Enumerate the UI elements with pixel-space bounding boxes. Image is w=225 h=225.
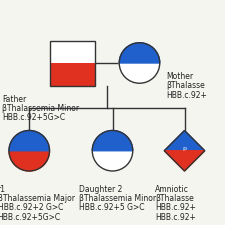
Text: Mother: Mother — [166, 72, 194, 81]
Polygon shape — [119, 63, 160, 83]
Polygon shape — [92, 151, 133, 171]
FancyBboxPatch shape — [50, 63, 94, 86]
Text: HBB.c.92+: HBB.c.92+ — [155, 203, 196, 212]
Text: βThalassemia Major: βThalassemia Major — [0, 194, 75, 203]
Text: p: p — [182, 146, 187, 151]
Text: HBB.c.92+5 G>C: HBB.c.92+5 G>C — [79, 203, 144, 212]
Text: r1: r1 — [0, 184, 6, 194]
Text: Amniotic: Amniotic — [155, 184, 189, 194]
Polygon shape — [164, 151, 205, 171]
Text: Father: Father — [2, 94, 27, 104]
Text: βThalasse: βThalasse — [155, 194, 194, 203]
Text: Daughter 2: Daughter 2 — [79, 184, 122, 194]
Text: HBB.c.92+: HBB.c.92+ — [166, 91, 207, 100]
Text: HBB.c.92+: HBB.c.92+ — [155, 213, 196, 222]
Text: βThalassemia Minor: βThalassemia Minor — [79, 194, 156, 203]
Text: HBB.c.92+2 G>C: HBB.c.92+2 G>C — [0, 203, 63, 212]
Polygon shape — [9, 130, 50, 151]
Polygon shape — [92, 130, 133, 151]
Polygon shape — [9, 151, 50, 171]
Text: HBB.c.92+5G>C: HBB.c.92+5G>C — [2, 113, 65, 122]
Text: βThalasse: βThalasse — [166, 81, 205, 90]
FancyBboxPatch shape — [50, 40, 94, 63]
Polygon shape — [164, 130, 205, 151]
Polygon shape — [119, 43, 160, 63]
Text: HBB.c.92+5G>C: HBB.c.92+5G>C — [0, 213, 61, 222]
Text: βThalassemia Minor: βThalassemia Minor — [2, 104, 79, 113]
